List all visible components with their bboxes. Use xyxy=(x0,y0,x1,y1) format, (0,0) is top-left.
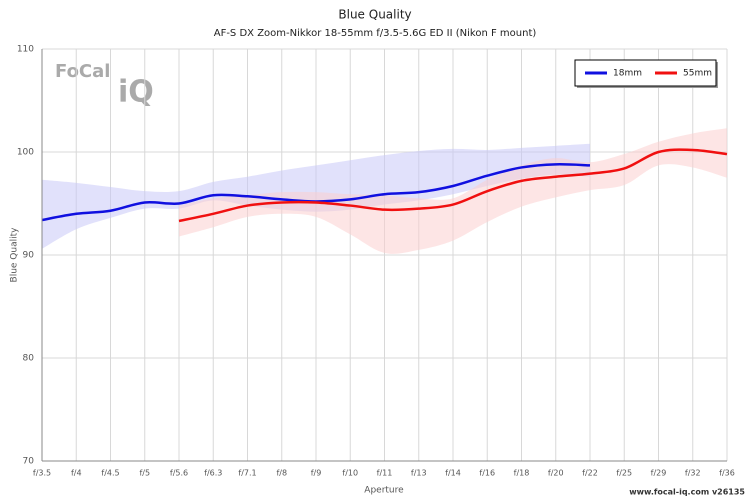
x-tick-label: f/20 xyxy=(548,469,564,478)
legend-label: 55mm xyxy=(683,69,712,79)
y-tick-label: 70 xyxy=(23,457,35,467)
x-tick-label: f/11 xyxy=(377,469,393,478)
x-tick-label: f/16 xyxy=(479,469,495,478)
x-tick-label: f/14 xyxy=(445,469,461,478)
x-tick-label: f/9 xyxy=(311,469,322,478)
y-tick-label: 110 xyxy=(17,45,34,55)
x-tick-label: f/10 xyxy=(342,469,358,478)
x-tick-label: f/25 xyxy=(616,469,632,478)
legend-label: 18mm xyxy=(613,69,642,79)
x-tick-label: f/18 xyxy=(514,469,530,478)
x-tick-label: f/5 xyxy=(139,469,150,478)
x-tick-label: f/29 xyxy=(651,469,667,478)
logo-text: iQ xyxy=(118,75,154,110)
x-tick-label: f/4 xyxy=(71,469,82,478)
x-tick-label: f/13 xyxy=(411,469,427,478)
x-tick-label: f/6.3 xyxy=(204,469,222,478)
x-tick-label: f/5.6 xyxy=(170,469,188,478)
chart-subtitle: AF-S DX Zoom-Nikkor 18-55mm f/3.5-5.6G E… xyxy=(214,28,537,39)
y-tick-label: 80 xyxy=(23,354,35,364)
y-tick-label: 90 xyxy=(23,251,35,261)
x-axis-title: Aperture xyxy=(364,486,404,496)
x-tick-label: f/7.1 xyxy=(238,469,256,478)
y-tick-label: 100 xyxy=(17,148,34,158)
x-tick-label: f/4.5 xyxy=(101,469,119,478)
x-tick-label: f/3.5 xyxy=(33,469,51,478)
line xyxy=(178,148,728,223)
band xyxy=(179,128,727,254)
x-tick-label: f/8 xyxy=(276,469,287,478)
footer: www.focal-iq.com v26135 xyxy=(629,488,745,497)
x-tick-label: f/22 xyxy=(582,469,598,478)
y-axis-title: Blue Quality xyxy=(10,227,20,283)
x-tick-label: f/32 xyxy=(685,469,701,478)
x-tick-label: f/36 xyxy=(719,469,735,478)
logo-text: FoCal xyxy=(55,61,110,82)
chart-title: Blue Quality xyxy=(338,8,411,22)
